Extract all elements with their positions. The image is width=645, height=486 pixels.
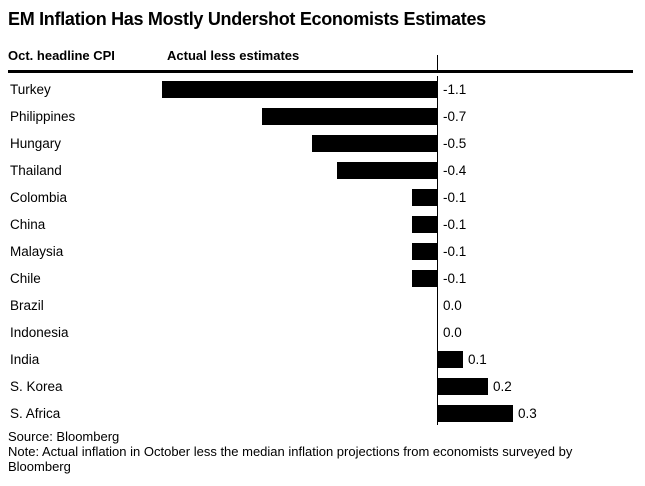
chart-row: Indonesia 0.0 — [0, 319, 645, 346]
source-text: Source: Bloomberg — [8, 429, 120, 444]
zero-axis-tick — [437, 55, 438, 70]
zero-axis-line — [437, 76, 438, 425]
chart-row: Chile -0.1 — [0, 265, 645, 292]
column-header-metric: Oct. headline CPI — [8, 48, 115, 63]
chart-row: Philippines -0.7 — [0, 103, 645, 130]
bar-chart: Turkey -1.1 Philippines -0.7 Hungary -0.5 Thai… — [0, 76, 645, 427]
category-label: China — [10, 217, 46, 232]
chart-row: Colombia -0.1 — [0, 184, 645, 211]
bar — [412, 243, 437, 260]
chart-row: Thailand -0.4 — [0, 157, 645, 184]
category-label: Indonesia — [10, 325, 69, 340]
bar — [162, 81, 437, 98]
value-label: -0.4 — [443, 163, 467, 178]
value-label: 0.1 — [468, 352, 487, 367]
chart-row: Turkey -1.1 — [0, 76, 645, 103]
bar — [312, 135, 437, 152]
category-label: Brazil — [10, 298, 44, 313]
chart-row: Hungary -0.5 — [0, 130, 645, 157]
chart-row: India 0.1 — [0, 346, 645, 373]
value-label: -1.1 — [443, 82, 467, 97]
value-label: -0.7 — [443, 109, 467, 124]
category-label: Chile — [10, 271, 41, 286]
value-label: -0.1 — [443, 244, 467, 259]
value-label: -0.5 — [443, 136, 467, 151]
value-label: 0.2 — [493, 379, 512, 394]
category-label: Hungary — [10, 136, 62, 151]
bar — [412, 189, 437, 206]
chart-row: Brazil 0.0 — [0, 292, 645, 319]
header-divider-rule — [8, 70, 633, 73]
category-label: S. Africa — [10, 406, 61, 421]
bar — [438, 378, 488, 395]
chart-row: S. Africa 0.3 — [0, 400, 645, 427]
category-label: Thailand — [10, 163, 62, 178]
note-text: Note: Actual inflation in October less t… — [8, 444, 573, 474]
value-label: -0.1 — [443, 271, 467, 286]
chart-title: EM Inflation Has Mostly Undershot Econom… — [8, 9, 486, 29]
bar — [412, 270, 437, 287]
bar — [438, 351, 463, 368]
category-label: Turkey — [10, 82, 51, 97]
chart-row: China -0.1 — [0, 211, 645, 238]
chart-row: Malaysia -0.1 — [0, 238, 645, 265]
column-header-values: Actual less estimates — [167, 48, 300, 63]
category-label: S. Korea — [10, 379, 63, 394]
value-label: 0.3 — [518, 406, 537, 421]
category-label: Malaysia — [10, 244, 64, 259]
category-label: India — [10, 352, 40, 367]
value-label: -0.1 — [443, 217, 467, 232]
bar — [412, 216, 437, 233]
chart-footer: Source: Bloomberg Note: Actual inflation… — [8, 429, 588, 474]
bar — [337, 162, 437, 179]
category-label: Colombia — [10, 190, 68, 205]
chart-row: S. Korea 0.2 — [0, 373, 645, 400]
bar — [262, 108, 437, 125]
value-label: 0.0 — [443, 298, 462, 313]
category-label: Philippines — [10, 109, 76, 124]
value-label: 0.0 — [443, 325, 462, 340]
value-label: -0.1 — [443, 190, 467, 205]
bar — [438, 405, 513, 422]
